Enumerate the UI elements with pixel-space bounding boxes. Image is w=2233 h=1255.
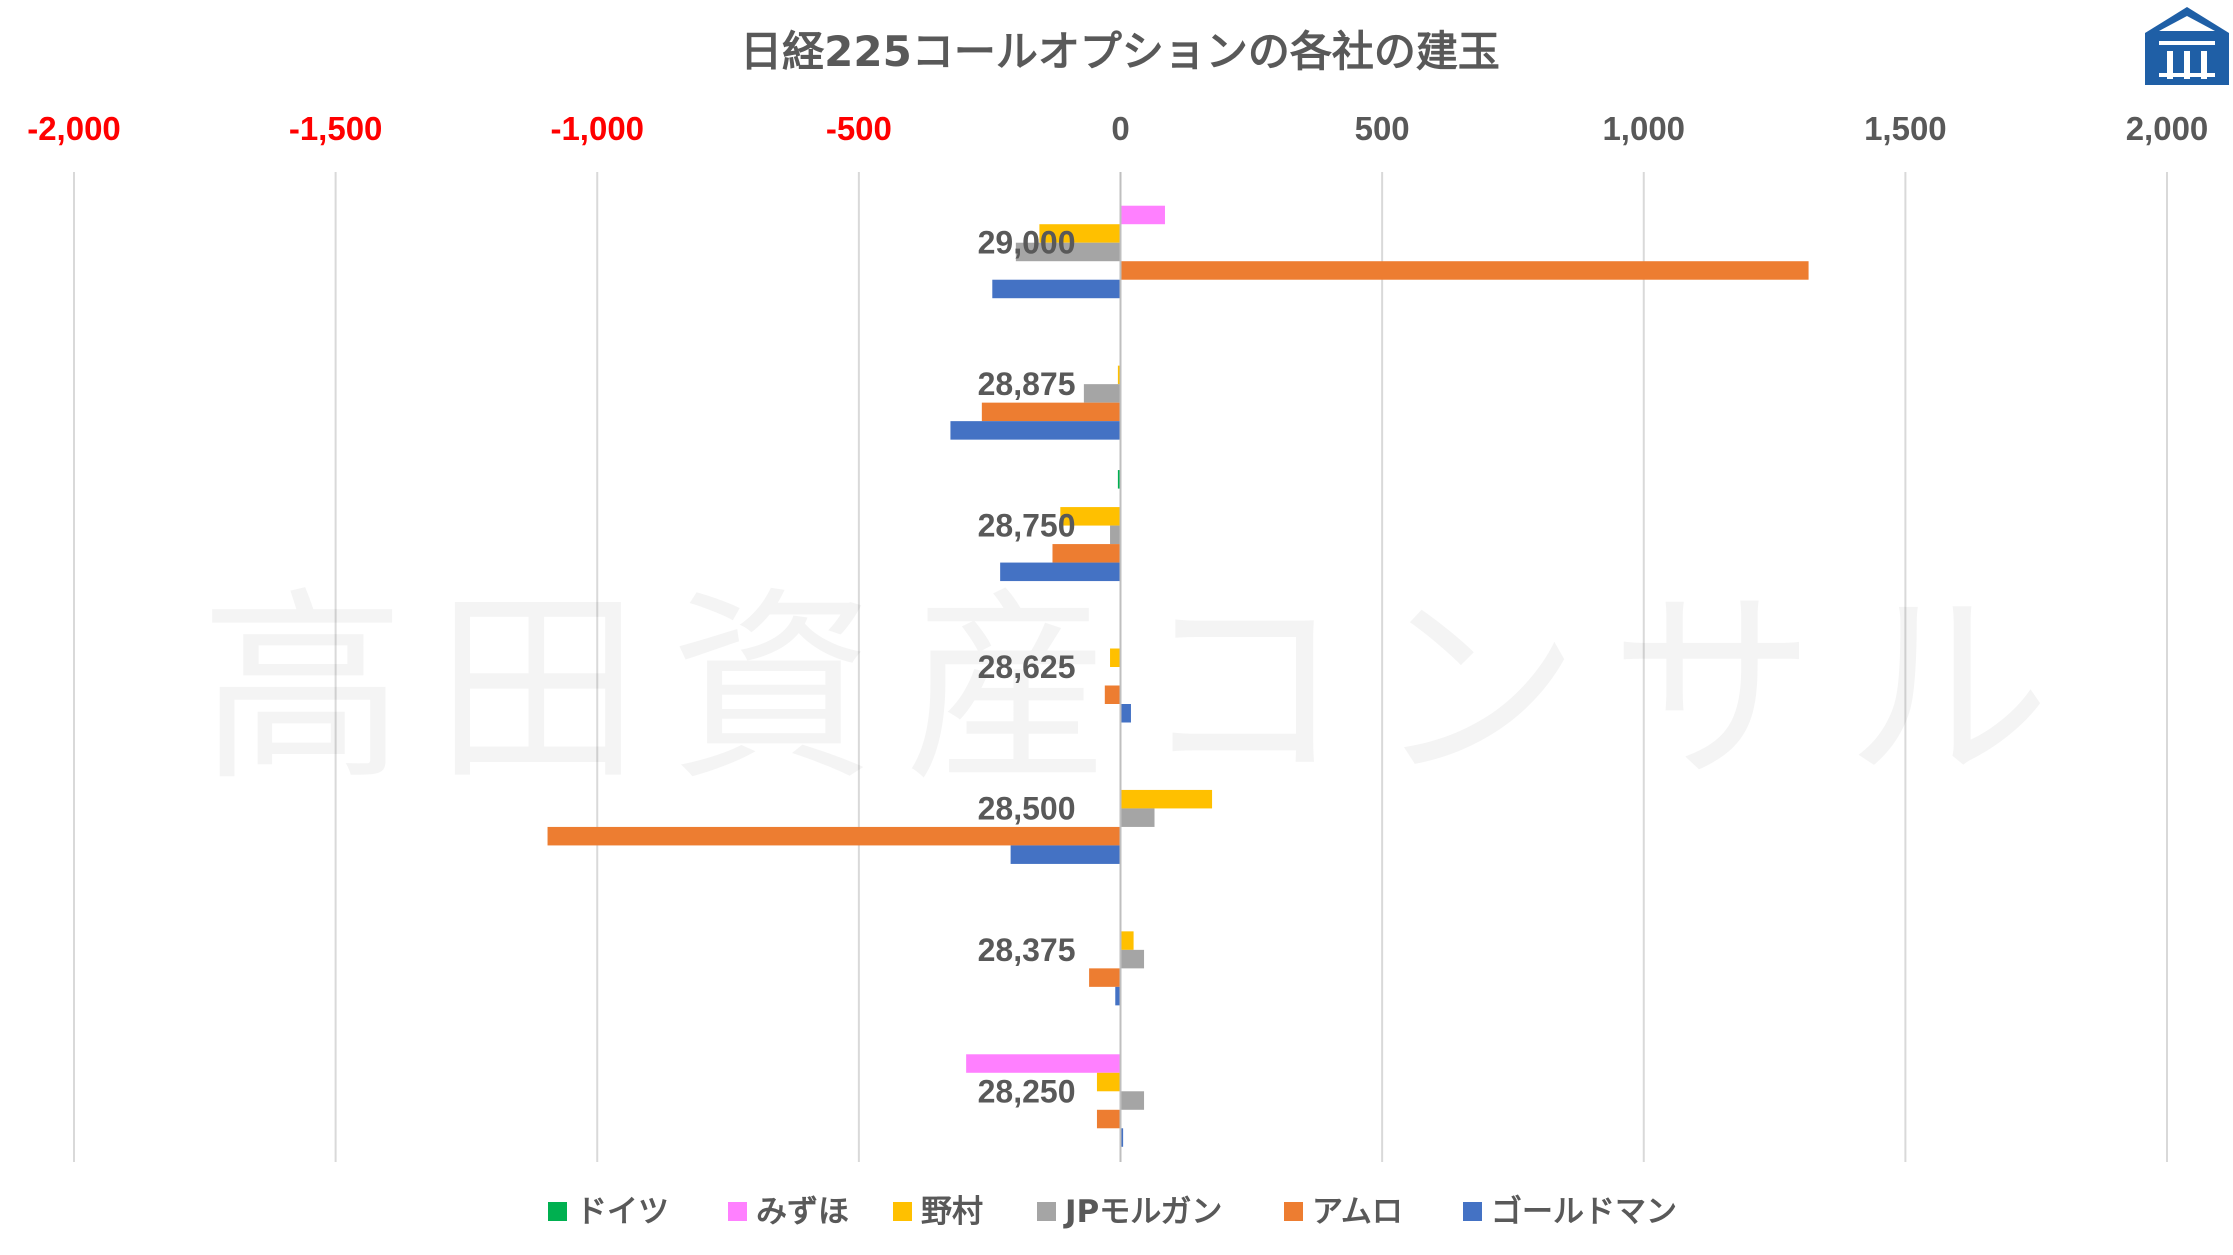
- bar: [1104, 685, 1121, 704]
- category-label: 28,875: [978, 366, 1076, 402]
- legend-item: 野村: [893, 1194, 983, 1230]
- category-label: 28,625: [978, 649, 1076, 685]
- x-tick-label: 500: [1355, 110, 1410, 147]
- legend-swatch: [1463, 1202, 1482, 1221]
- x-tick-label: -1,500: [289, 110, 383, 147]
- legend-item: JPモルガン: [1037, 1194, 1222, 1230]
- category-label: 29,000: [978, 225, 1076, 261]
- legend-label: みずほ: [756, 1194, 849, 1230]
- bar: [1120, 1091, 1145, 1110]
- bar: [981, 402, 1121, 422]
- legend-swatch: [548, 1202, 567, 1221]
- bar: [1083, 384, 1121, 403]
- bar: [1089, 968, 1121, 987]
- legend-swatch: [728, 1202, 747, 1221]
- bar: [1096, 1072, 1121, 1092]
- x-tick-label: -1,000: [550, 110, 644, 147]
- category-labels: 29,000 28,875 28,750 28,625 28,500 28,375 28,2…: [978, 225, 1076, 1110]
- bar: [992, 279, 1121, 299]
- bar: [1110, 525, 1121, 545]
- bar: [1110, 648, 1121, 667]
- x-tick-label: 1,500: [1864, 110, 1947, 147]
- legend-item: ドイツ: [548, 1194, 669, 1230]
- x-tick-label: -2,000: [27, 110, 121, 147]
- x-tick-label: 2,000: [2126, 110, 2209, 147]
- bar: [1060, 507, 1121, 526]
- bar: [950, 421, 1121, 440]
- bar: [1117, 365, 1121, 385]
- x-axis-ticks: -2,000 -1,500 -1,000 -500 0 500 1,000 1,500 2,00…: [27, 110, 2208, 147]
- legend-swatch: [893, 1202, 912, 1221]
- bar: [1010, 845, 1121, 864]
- bar: [1120, 261, 1809, 280]
- bar: [1039, 224, 1121, 243]
- legend-label: ドイツ: [576, 1194, 669, 1230]
- bar: [1120, 704, 1131, 723]
- legend-item: アムロ: [1284, 1194, 1403, 1230]
- bar: [1015, 242, 1121, 262]
- legend-label: JPモルガン: [1063, 1194, 1222, 1230]
- bar: [1115, 986, 1121, 1006]
- bar: [547, 826, 1121, 846]
- category-label: 28,250: [978, 1073, 1076, 1109]
- category-label: 28,500: [978, 790, 1076, 826]
- category-label: 28,750: [978, 508, 1076, 544]
- chart-title: 日経225コールオプションの各社の建玉: [740, 27, 1500, 76]
- bar: [966, 1054, 1121, 1073]
- bar: [1120, 205, 1165, 225]
- bar: [1052, 544, 1121, 563]
- legend-label: アムロ: [1312, 1194, 1403, 1230]
- bar: [1120, 931, 1134, 950]
- bar: [1000, 562, 1121, 582]
- bar: [1120, 949, 1145, 969]
- legend-label: ゴールドマン: [1491, 1194, 1677, 1230]
- bar: [1120, 808, 1155, 827]
- legend: ドイツ みずほ 野村 JPモルガン アムロ ゴールドマン: [548, 1194, 1677, 1230]
- legend-item: みずほ: [728, 1194, 849, 1230]
- takata-logo-icon: [2145, 7, 2229, 85]
- legend-item: ゴールドマン: [1463, 1194, 1677, 1230]
- x-tick-label: 1,000: [1602, 110, 1685, 147]
- bar: [1120, 789, 1213, 809]
- bar: [1120, 1128, 1124, 1147]
- bar: [1096, 1109, 1121, 1129]
- bars: [547, 205, 1809, 1147]
- bar: [1117, 470, 1121, 489]
- watermark: 高田資産コンサル: [200, 571, 2080, 809]
- x-tick-label: 0: [1111, 110, 1129, 147]
- category-label: 28,375: [978, 932, 1076, 968]
- legend-swatch: [1037, 1202, 1056, 1221]
- legend-label: 野村: [921, 1194, 983, 1230]
- x-tick-label: -500: [826, 110, 892, 147]
- legend-swatch: [1284, 1202, 1303, 1221]
